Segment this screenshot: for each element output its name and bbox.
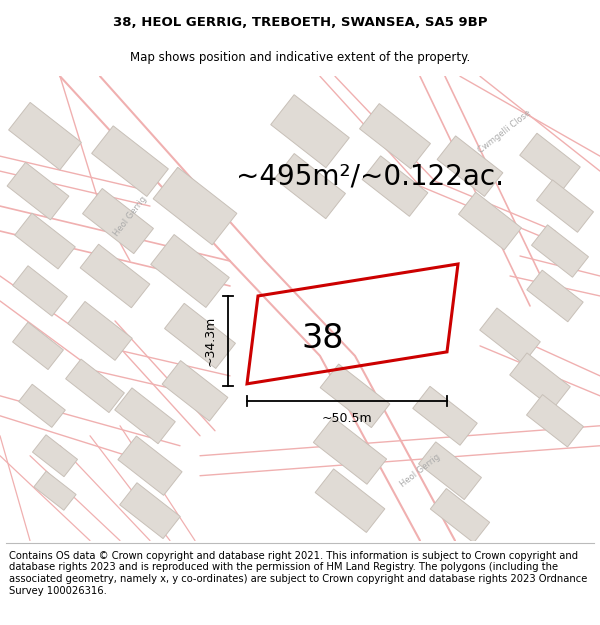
Polygon shape	[315, 469, 385, 532]
Text: Heol Gerrig: Heol Gerrig	[398, 452, 442, 489]
Polygon shape	[359, 104, 430, 169]
Polygon shape	[80, 244, 150, 308]
Polygon shape	[362, 156, 428, 216]
Text: 38, HEOL GERRIG, TREBOETH, SWANSEA, SA5 9BP: 38, HEOL GERRIG, TREBOETH, SWANSEA, SA5 …	[113, 16, 487, 29]
Polygon shape	[34, 471, 76, 510]
Polygon shape	[19, 384, 65, 428]
Polygon shape	[118, 436, 182, 496]
Polygon shape	[153, 168, 237, 245]
Polygon shape	[320, 364, 390, 428]
Polygon shape	[68, 301, 132, 361]
Polygon shape	[510, 353, 570, 409]
Polygon shape	[13, 266, 67, 316]
Polygon shape	[419, 442, 481, 499]
Text: Contains OS data © Crown copyright and database right 2021. This information is : Contains OS data © Crown copyright and d…	[9, 551, 587, 596]
Polygon shape	[313, 418, 386, 484]
Polygon shape	[92, 126, 169, 196]
Polygon shape	[527, 394, 583, 447]
Text: Cwmgelli Close: Cwmgelli Close	[477, 108, 533, 154]
Polygon shape	[413, 386, 477, 445]
Polygon shape	[164, 303, 235, 369]
Polygon shape	[536, 180, 593, 232]
Text: Map shows position and indicative extent of the property.: Map shows position and indicative extent…	[130, 51, 470, 64]
Polygon shape	[7, 162, 69, 220]
Polygon shape	[430, 489, 490, 542]
Text: Heol Gerrig: Heol Gerrig	[112, 194, 148, 238]
Polygon shape	[162, 361, 228, 421]
Text: ~34.3m: ~34.3m	[203, 316, 217, 366]
Polygon shape	[437, 136, 503, 196]
Polygon shape	[15, 213, 75, 269]
Polygon shape	[532, 225, 589, 278]
Polygon shape	[480, 308, 540, 364]
Polygon shape	[32, 435, 77, 477]
Polygon shape	[275, 154, 346, 219]
Polygon shape	[120, 482, 180, 539]
Text: ~50.5m: ~50.5m	[322, 412, 373, 425]
Polygon shape	[527, 270, 583, 322]
Polygon shape	[13, 322, 64, 369]
Polygon shape	[151, 234, 229, 308]
Polygon shape	[271, 95, 349, 168]
Polygon shape	[83, 189, 154, 254]
Polygon shape	[8, 102, 82, 170]
Text: ~495m²/~0.122ac.: ~495m²/~0.122ac.	[236, 162, 504, 190]
Polygon shape	[115, 388, 175, 444]
Polygon shape	[520, 133, 580, 189]
Text: 38: 38	[301, 322, 344, 356]
Polygon shape	[458, 192, 521, 250]
Polygon shape	[65, 359, 124, 413]
